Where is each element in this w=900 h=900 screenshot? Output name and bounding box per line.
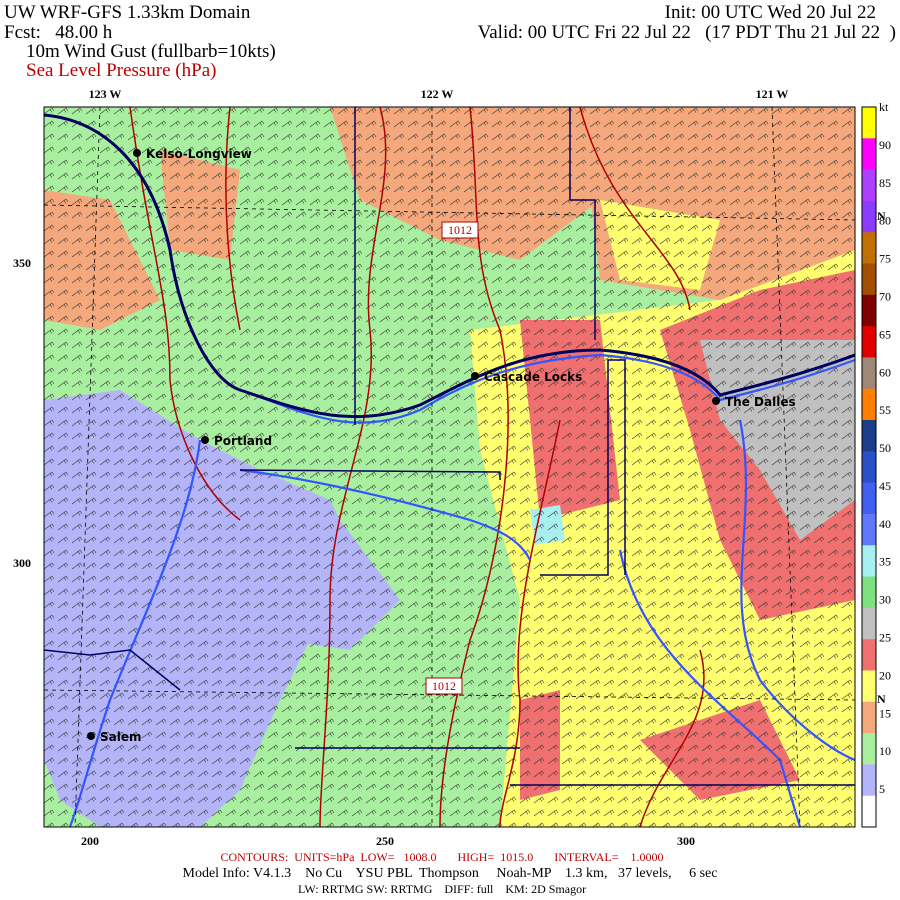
- colorbar-segment: [862, 107, 876, 139]
- colorbar-label: 50: [879, 441, 891, 455]
- grid-y-label: 350: [13, 256, 31, 270]
- colorbar-segment: [862, 513, 876, 546]
- colorbar-label: 5: [879, 782, 885, 796]
- colorbar-segment: [862, 357, 876, 390]
- model-info: Model Info: V4.1.3 No Cu YSU PBL Thompso…: [183, 866, 718, 881]
- contour-label: 1012: [448, 223, 472, 237]
- place-label: The Dalles: [725, 395, 796, 409]
- colorbar-segment: [862, 639, 876, 671]
- colorbar-segment: [862, 764, 876, 797]
- colorbar-segment: [862, 733, 876, 765]
- map: Kelso-Longview Cascade Locks Portland Th…: [44, 107, 855, 827]
- colorbar-segment: [862, 701, 876, 734]
- colorbar-label: 25: [879, 631, 891, 645]
- colorbar-label: 40: [879, 517, 891, 531]
- init-time: Init: 00 UTC Wed 20 Jul 22: [665, 2, 876, 23]
- colorbar: 90 85 80 75 70 65 60 55 50 45 40 35 30 25 20 15 10 5: [861, 106, 891, 828]
- colorbar-label: 85: [879, 176, 891, 190]
- colorbar-segment: [862, 576, 876, 609]
- colorbar-label: 35: [879, 555, 891, 569]
- place-label: Kelso-Longview: [146, 147, 252, 161]
- colorbar-segment: [862, 169, 876, 202]
- field-name: 10m Wind Gust (fullbarb=10kts): [26, 41, 276, 62]
- colorbar-label: 90: [879, 138, 891, 152]
- contour-label: 1012: [432, 679, 456, 693]
- grid-y-label: 300: [13, 556, 31, 570]
- colorbar-unit: kt: [879, 100, 889, 114]
- colorbar-segment: [862, 388, 876, 421]
- colorbar-segment: [862, 326, 876, 358]
- colorbar-label: 60: [879, 365, 891, 379]
- contour-field-name: Sea Level Pressure (hPa): [26, 60, 216, 81]
- colorbar-label: 55: [879, 403, 891, 417]
- colorbar-segment: [862, 795, 876, 828]
- colorbar-segment: [862, 263, 876, 296]
- colorbar-label: 15: [879, 706, 891, 720]
- forecast-hour: Fcst: 48.00 h: [4, 22, 113, 43]
- physics-info: LW: RRTMG SW: RRTMG DIFF: full KM: 2D Sm…: [298, 882, 586, 896]
- contour-info: CONTOURS: UNITS=hPa LOW= 1008.0 HIGH= 10…: [221, 850, 664, 864]
- place-label: Salem: [100, 730, 142, 744]
- place-label: Cascade Locks: [484, 370, 582, 384]
- colorbar-segment: [862, 232, 876, 265]
- colorbar-segment: [862, 451, 876, 484]
- colorbar-segment: [862, 420, 876, 452]
- colorbar-label: 45: [879, 479, 891, 493]
- colorbar-segment: [862, 294, 876, 327]
- place-label: Portland: [214, 434, 272, 448]
- colorbar-label: 10: [879, 744, 891, 758]
- grid-x-label: 300: [677, 834, 695, 848]
- longitude-label: 122 W: [421, 87, 454, 101]
- longitude-label: 123 W: [89, 87, 122, 101]
- colorbar-segment: [862, 138, 876, 171]
- colorbar-segment: [862, 607, 876, 640]
- colorbar-label: 70: [879, 289, 891, 303]
- colorbar-label: 80: [879, 214, 891, 228]
- colorbar-label: 20: [879, 668, 891, 682]
- colorbar-segment: [862, 670, 876, 703]
- colorbar-label: 30: [879, 593, 891, 607]
- longitude-label: 121 W: [756, 87, 789, 101]
- grid-x-label: 200: [81, 834, 99, 848]
- colorbar-label: 65: [879, 327, 891, 341]
- valid-time: Valid: 00 UTC Fri 22 Jul 22 (17 PDT Thu …: [478, 22, 896, 43]
- grid-x-label: 250: [376, 834, 394, 848]
- title: UW WRF-GFS 1.33km Domain: [4, 2, 251, 23]
- colorbar-label: 75: [879, 252, 891, 266]
- colorbar-segment: [862, 482, 876, 515]
- colorbar-frame: [861, 106, 877, 828]
- colorbar-segment: [862, 545, 876, 578]
- colorbar-segment: [862, 200, 876, 233]
